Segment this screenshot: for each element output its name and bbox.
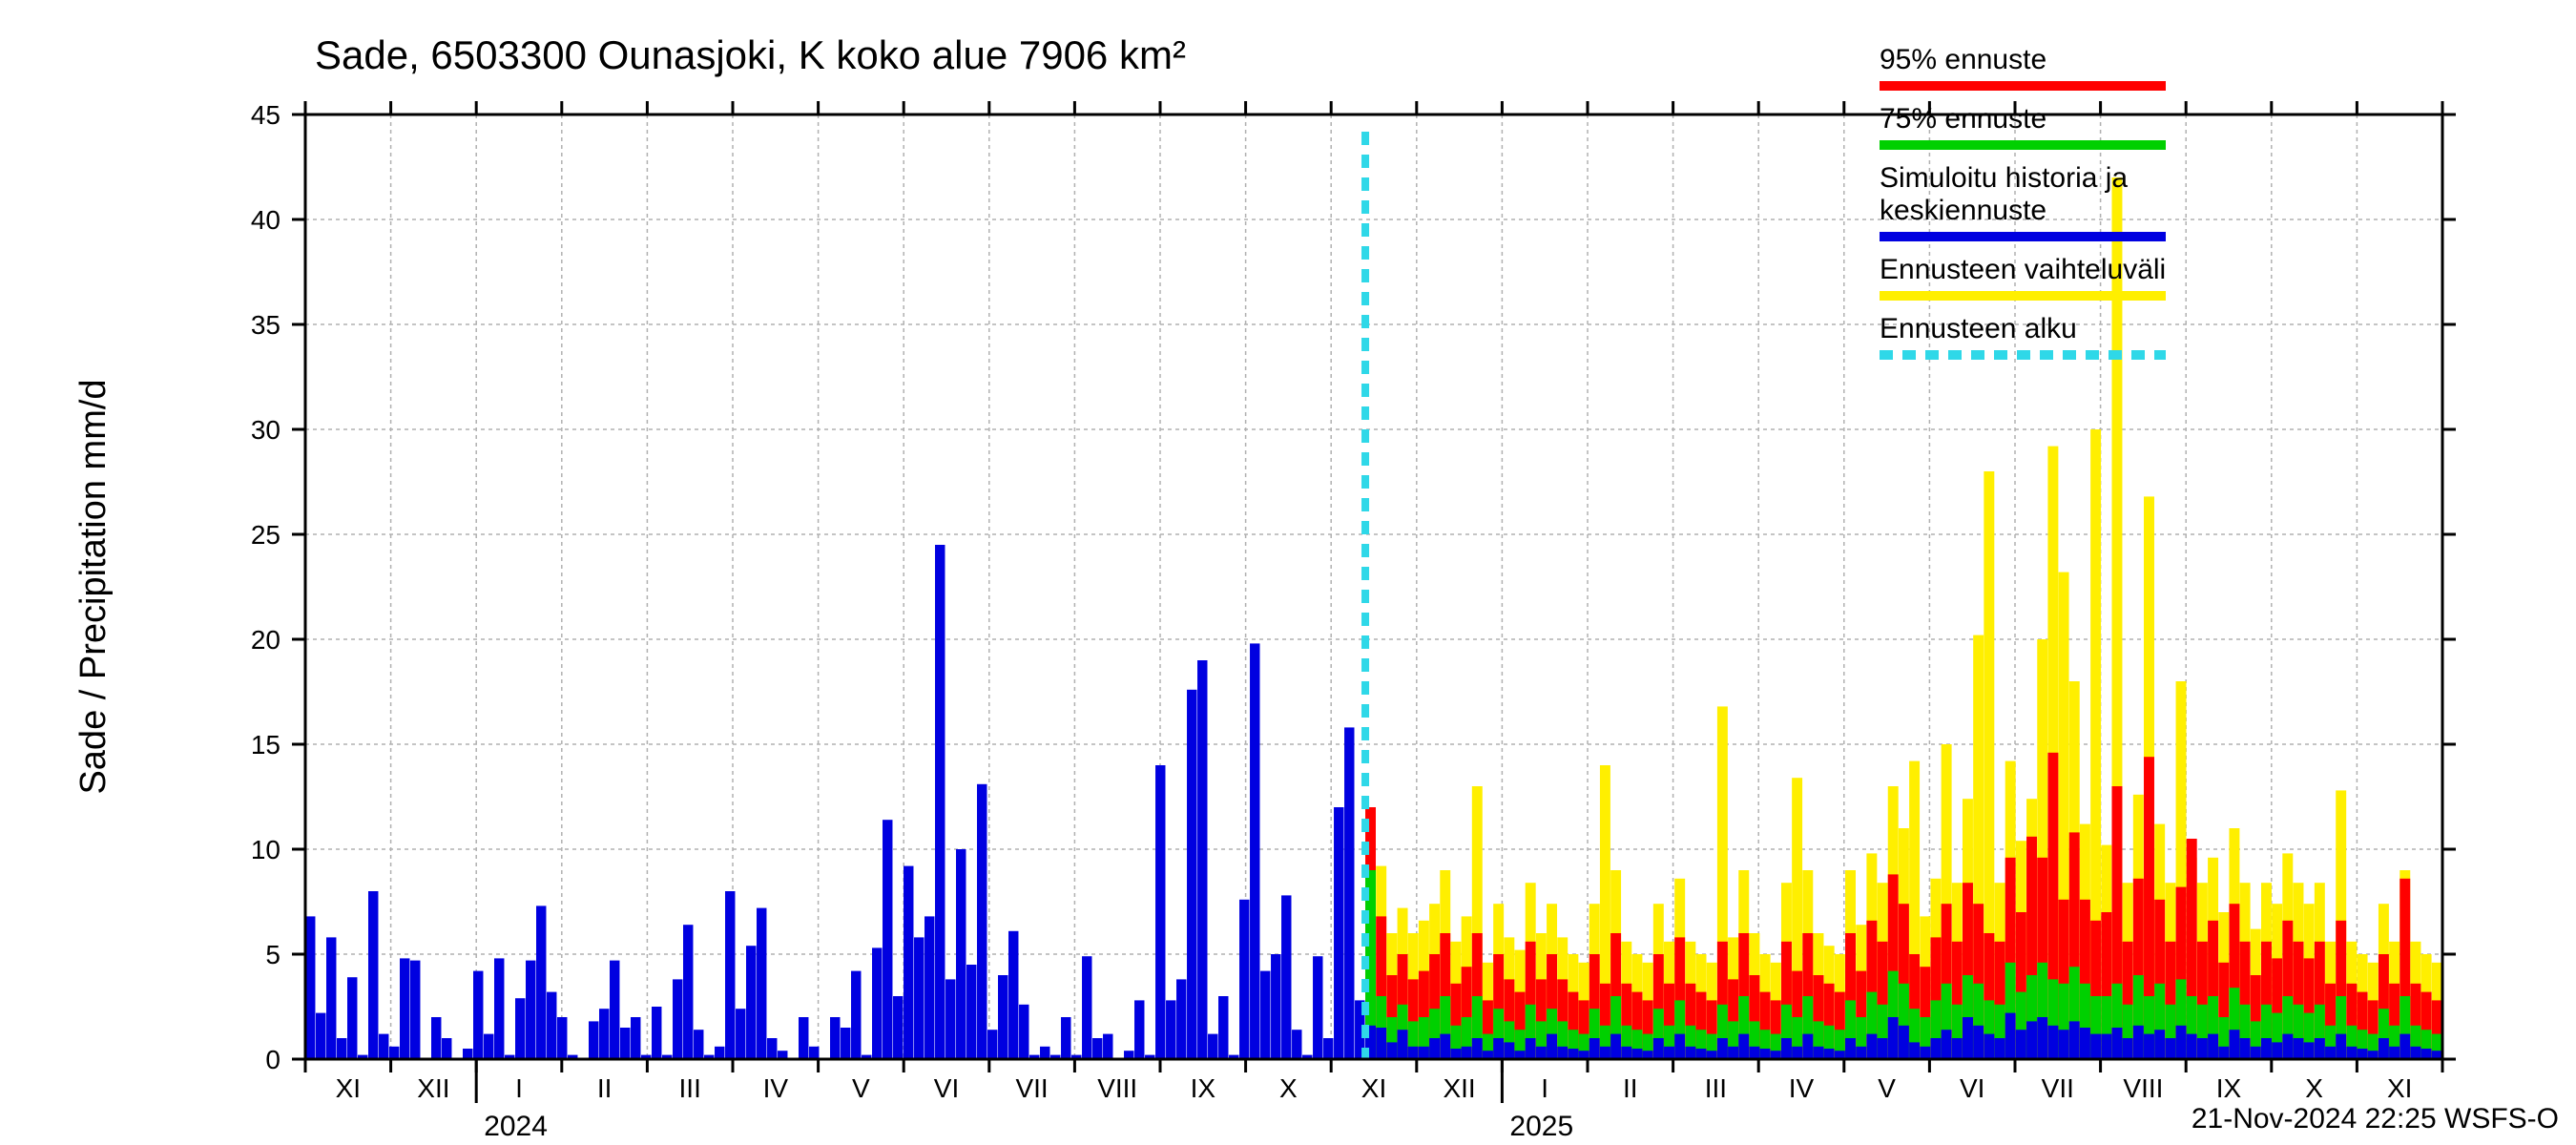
svg-text:X: X [2305, 1073, 2323, 1103]
legend-label: keskiennuste [1880, 195, 2046, 226]
legend-label: Ennusteen alku [1880, 313, 2077, 344]
legend-label: Simuloitu historia ja [1880, 162, 2128, 194]
svg-text:5: 5 [265, 940, 280, 969]
svg-text:I: I [1541, 1073, 1548, 1103]
svg-text:XI: XI [2387, 1073, 2412, 1103]
svg-text:V: V [1878, 1073, 1896, 1103]
svg-text:VIII: VIII [1097, 1073, 1137, 1103]
legend-label: 95% ennuste [1880, 44, 2046, 75]
svg-text:VII: VII [1015, 1073, 1048, 1103]
svg-text:35: 35 [251, 310, 280, 340]
svg-text:IX: IX [2216, 1073, 2242, 1103]
svg-text:2025: 2025 [1509, 1111, 1573, 1142]
svg-text:2024: 2024 [484, 1111, 548, 1142]
svg-text:IV: IV [1789, 1073, 1815, 1103]
precipitation-chart: 051015202530354045XIXIIIIIIIIIVVVIVIIVII… [0, 0, 2576, 1145]
svg-text:II: II [1623, 1073, 1638, 1103]
svg-text:XII: XII [417, 1073, 449, 1103]
svg-text:III: III [1705, 1073, 1727, 1103]
svg-text:XI: XI [336, 1073, 361, 1103]
svg-text:XI: XI [1361, 1073, 1386, 1103]
svg-text:IX: IX [1191, 1073, 1216, 1103]
svg-text:45: 45 [251, 100, 280, 130]
svg-text:II: II [597, 1073, 613, 1103]
chart-title: Sade, 6503300 Ounasjoki, K koko alue 790… [315, 32, 1186, 77]
svg-text:III: III [679, 1073, 701, 1103]
svg-text:30: 30 [251, 415, 280, 445]
svg-text:20: 20 [251, 625, 280, 655]
legend-label: Ennusteen vaihteluväli [1880, 254, 2166, 285]
chart-svg: 051015202530354045XIXIIIIIIIIIVVVIVIIVII… [0, 0, 2576, 1145]
y-axis-label: Sade / Precipitation mm/d [73, 379, 114, 794]
svg-text:0: 0 [265, 1045, 280, 1074]
svg-text:IV: IV [763, 1073, 789, 1103]
legend-label: 75% ennuste [1880, 103, 2046, 135]
svg-text:XII: XII [1443, 1073, 1475, 1103]
svg-text:15: 15 [251, 730, 280, 760]
svg-text:I: I [515, 1073, 523, 1103]
svg-text:VI: VI [1960, 1073, 1984, 1103]
svg-text:VII: VII [2042, 1073, 2074, 1103]
svg-text:40: 40 [251, 205, 280, 235]
chart-footer: 21-Nov-2024 22:25 WSFS-O [2192, 1103, 2559, 1135]
svg-text:X: X [1279, 1073, 1298, 1103]
svg-text:10: 10 [251, 835, 280, 864]
svg-text:25: 25 [251, 520, 280, 550]
svg-text:VI: VI [934, 1073, 959, 1103]
svg-text:VIII: VIII [2123, 1073, 2163, 1103]
svg-text:V: V [852, 1073, 870, 1103]
